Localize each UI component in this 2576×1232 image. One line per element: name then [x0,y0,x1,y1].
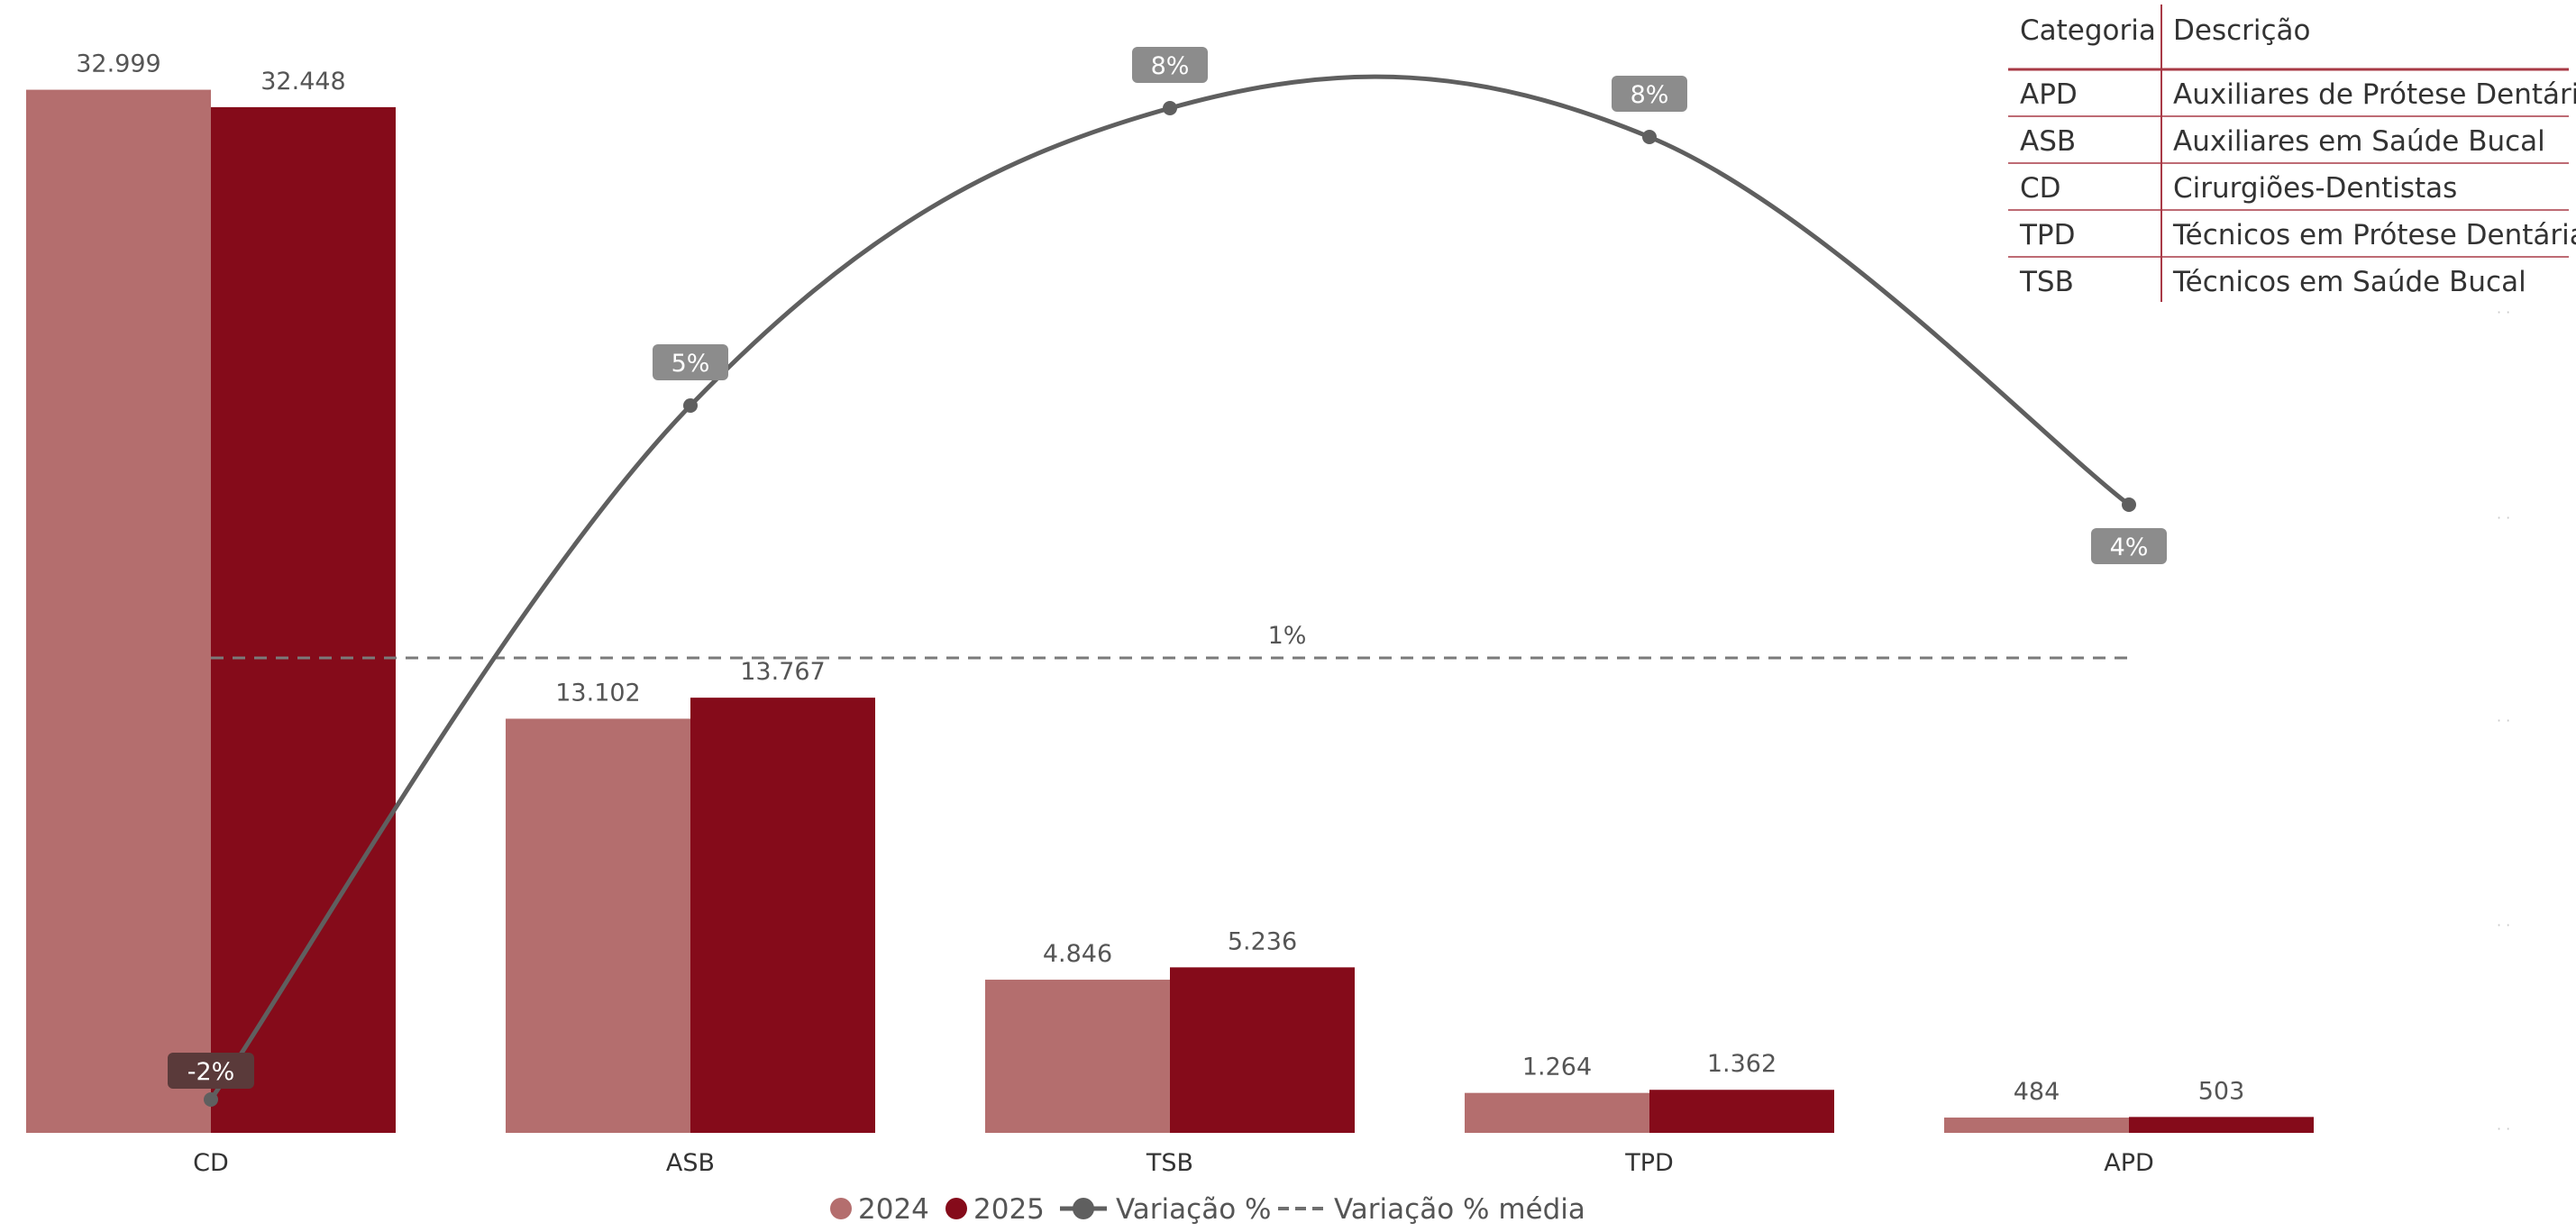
variation-point-tsb [1163,101,1177,115]
table-cell-code-3: TPD [2019,219,2076,251]
variation-value-tsb: 8% [1151,52,1190,80]
bar-value-cd-2024: 32.999 [76,50,160,78]
bar-value-tsb-2024: 4.846 [1043,940,1112,968]
table-cell-code-2: CD [2020,172,2061,205]
variation-line-layer [204,74,2136,1107]
table-cell-code-4: TSB [2019,266,2074,298]
bar-value-labels: 32.999 32.448 13.102 13.767 4.846 5.236 1.264 1… [76,50,2244,1106]
legend-item-1-dot-icon [945,1198,967,1219]
bar-apd-2025 [2129,1117,2314,1133]
bar-asb-2025 [690,698,875,1133]
bar-value-tpd-2024: 1.264 [1522,1054,1592,1081]
variation-value-apd: 4% [2110,534,2149,561]
bar-tsb-2025 [1170,967,1355,1133]
table-cell-desc-3: Técnicos em Prótese Dentária [2172,219,2576,251]
chart-legend: 2024 2025 Variação % Variação % média [830,1193,1585,1226]
variation-point-asb [683,398,698,413]
table-cell-desc-1: Auxiliares em Saúde Bucal [2173,125,2545,158]
bar-value-apd-2024: 484 [2014,1078,2060,1106]
variation-point-apd [2122,497,2136,512]
edge-dot-2: · · [2497,712,2510,729]
category-label-tpd: TPD [1624,1149,1674,1177]
table-header-descricao: Descrição [2173,14,2311,47]
variation-badge-cd [168,1053,254,1089]
legend-item-3-label: Variação % média [1334,1193,1585,1226]
variation-value-tpd: 8% [1631,81,1669,109]
legend-item-0-label: 2024 [858,1193,929,1226]
category-label-apd: APD [2104,1149,2154,1177]
average-line-layer: 1% [211,622,2129,660]
variation-badge-tpd [1612,76,1687,112]
bar-value-cd-2025: 32.448 [260,68,345,96]
legend-item-2-label: Variação % [1116,1193,1271,1226]
edge-dot-1: · · [2497,509,2510,526]
bar-cd-2024 [26,89,211,1133]
variation-point-cd [204,1092,218,1107]
category-description-table: Categoria Descrição APD Auxiliares de Próte… [2008,5,2576,302]
bar-tpd-2025 [1649,1090,1834,1133]
table-cell-code-0: APD [2020,78,2078,111]
legend-item-2-dot-icon [1073,1198,1094,1219]
variation-point-tpd [1642,130,1657,144]
category-label-asb: ASB [666,1149,715,1177]
bar-value-asb-2025: 13.767 [740,658,825,686]
bar-value-tsb-2025: 5.236 [1228,927,1297,955]
table-cell-desc-2: Cirurgiões-Dentistas [2173,172,2457,205]
table-cell-desc-0: Auxiliares de Prótese Dentária [2173,78,2576,111]
table-cell-code-1: ASB [2020,125,2076,158]
bar-value-tpd-2025: 1.362 [1707,1050,1777,1078]
scroll-edge-dots: · · · · · · · · · · [2497,304,2510,1137]
table-header-categoria: Categoria [2020,14,2156,47]
variation-badge-apd [2091,528,2167,564]
bar-tsb-2024 [985,980,1170,1133]
table-cell-desc-4: Técnicos em Saúde Bucal [2172,266,2526,298]
variation-value-asb: 5% [671,350,710,378]
variation-line [208,74,2131,1101]
legend-item-1-label: 2025 [973,1193,1045,1226]
category-label-tsb: TSB [1146,1149,1193,1177]
bar-asb-2024 [506,718,690,1133]
variation-badge-asb [653,344,728,380]
bar-cd-2025 [211,106,396,1133]
bars-layer [26,89,2314,1133]
bar-tpd-2024 [1465,1092,1649,1133]
bar-value-asb-2024: 13.102 [555,679,640,707]
legend-item-0-dot-icon [830,1198,852,1219]
category-axis-labels: CD ASB TSB TPD APD [193,1149,2154,1177]
average-variation-label: 1% [1268,622,1307,650]
variation-value-cd: -2% [187,1058,235,1086]
category-label-cd: CD [193,1149,229,1177]
edge-dot-0: · · [2497,304,2510,321]
variation-badge-tsb [1132,47,1208,83]
bar-value-apd-2025: 503 [2198,1077,2245,1105]
bar-apd-2024 [1944,1118,2129,1133]
edge-dot-3: · · [2497,917,2510,934]
edge-dot-4: · · [2497,1120,2510,1137]
variation-value-labels: -2% 5% 8% 8% 4% [168,47,2167,1089]
